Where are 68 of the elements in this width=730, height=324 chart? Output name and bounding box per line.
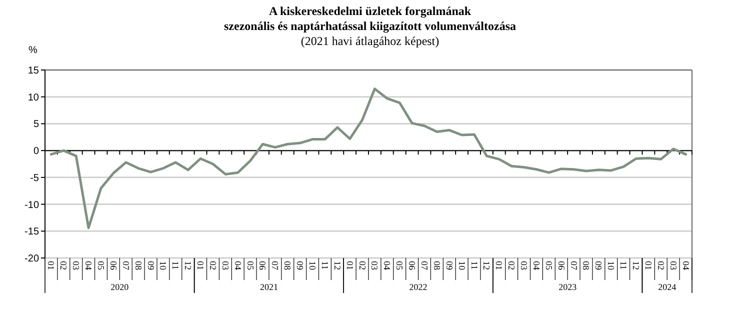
text: 2024 [658,282,677,292]
x-tick-label: 05 [245,261,256,270]
x-tick-label: 10 [158,261,168,270]
y-tick-label: 5 [33,119,40,130]
y-tick-label: -10 [24,200,40,211]
text: 2022 [409,282,428,292]
x-tick-label: 06 [556,261,566,270]
x-tick-label: 12 [332,261,342,270]
x-tick-label: 03 [220,261,230,270]
x-tick-label: 07 [120,261,131,270]
x-tick-label: 03 [370,261,380,270]
y-tick-label: 10 [28,92,40,104]
x-tick-label: 05 [96,261,106,270]
x-tick-label: 02 [506,261,517,270]
x-tick-label: 01 [46,261,56,270]
x-tick-label: 11 [618,261,629,270]
x-tick-label: 08 [133,261,144,270]
y-tick-label: 15 [28,66,40,76]
x-tick-label: 04 [84,261,94,270]
x-tick-label: 05 [394,261,405,270]
x-tick-label: 04 [531,261,542,270]
text: 2020 [110,282,130,292]
x-tick-label: 10 [456,261,467,270]
x-tick-label: 06 [407,261,418,270]
x-tick-label: 09 [444,261,454,270]
y-tick-label: 0 [33,146,40,158]
x-tick-label: 07 [419,261,430,270]
y-tick-label: -20 [24,254,40,264]
x-tick-label: 05 [544,261,554,270]
text: 2021 [260,282,278,292]
x-tick-label: 01 [643,261,654,270]
y-tick-label: -5 [30,172,40,184]
x-tick-label: 08 [432,261,442,270]
x-tick-label: 07 [568,261,579,270]
x-tick-label: 02 [357,261,368,270]
x-tick-label: 12 [482,261,492,270]
x-tick-label: 11 [469,261,480,270]
x-tick-label: 09 [295,261,306,270]
chart-title: A kiskereskedelmi üzletek forgalmának szezonális és naptárhatással kiigazított volumenváltozása [224,4,516,33]
x-tick-label: 01 [344,261,355,270]
x-tick-label: 12 [183,261,194,270]
x-tick-label: 08 [581,261,592,270]
x-tick-label: 04 [680,261,691,270]
x-tick-label: 01 [494,261,504,270]
y-axis-title: % [28,45,38,56]
x-tick-label: 03 [519,261,530,270]
x-tick-label: 09 [594,261,604,270]
x-tick-label: 02 [58,261,69,270]
x-tick-label: 01 [196,261,206,270]
x-tick-label: 02 [208,261,218,270]
text: 2023 [558,282,578,292]
x-tick-label: 04 [232,261,243,270]
chart-subtitle: (2021 havi átlagához képest) [300,34,440,48]
x-tick-label: 02 [656,261,666,270]
x-tick-label: 11 [320,261,330,270]
x-tick-label: 10 [606,261,616,270]
x-tick-label: 04 [382,261,392,270]
x-tick-label: 10 [308,261,318,270]
x-tick-label: 11 [170,261,181,270]
y-tick-label: -15 [24,226,40,238]
x-tick-label: 09 [146,261,156,270]
x-tick-label: 03 [668,261,678,270]
x-tick-label: 03 [71,261,82,270]
x-tick-label: 12 [631,261,642,270]
x-tick-label: 06 [258,261,268,270]
x-tick-label: 08 [282,261,293,270]
x-tick-label: 07 [270,261,280,270]
x-tick-label: 06 [108,261,118,270]
